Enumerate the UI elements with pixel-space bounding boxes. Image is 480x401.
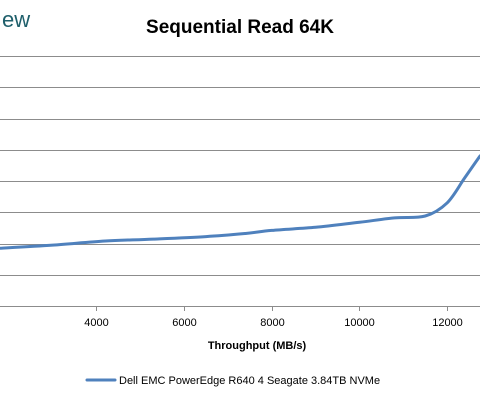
legend-label: Dell EMC PowerEdge R640 4 Seagate 3.84TB… (119, 375, 380, 387)
chart-title: Sequential Read 64K (146, 17, 334, 38)
gridlines (0, 56, 480, 307)
x-tick-label-2: 8000 (260, 317, 284, 329)
x-tick-label-3: 10000 (344, 317, 375, 329)
x-tick-label-0: 4000 (84, 317, 108, 329)
x-tick-label-4: 12000 (432, 317, 463, 329)
series-lines (0, 154, 480, 250)
watermark-text: ew (2, 7, 30, 32)
legend: Dell EMC PowerEdge R640 4 Seagate 3.84TB… (85, 375, 380, 387)
x-axis: 4000 6000 8000 10000 12000 (84, 306, 463, 329)
x-tick-label-1: 6000 (172, 317, 196, 329)
x-axis-label: Throughput (MB/s) (208, 340, 307, 352)
series-line-0 (0, 154, 480, 250)
